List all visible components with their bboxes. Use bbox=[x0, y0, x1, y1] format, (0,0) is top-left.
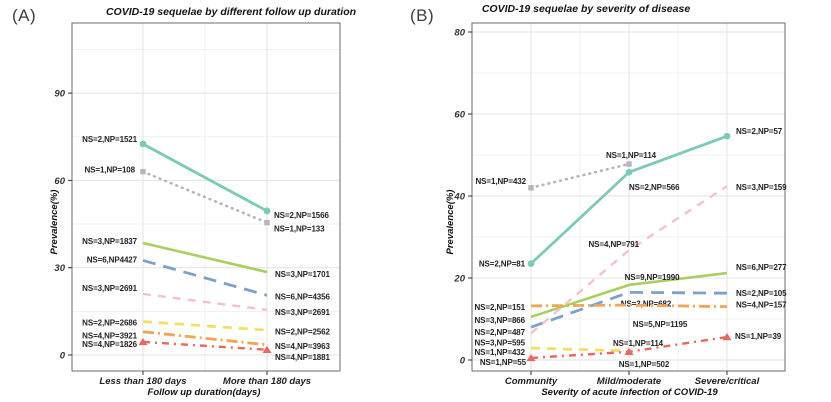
x-tick-label: Mild/moderate bbox=[597, 376, 662, 387]
series-line-gray-dotted bbox=[529, 162, 631, 190]
y-tick-label: 20 bbox=[453, 274, 465, 285]
x-axis-title: Follow up duration(days) bbox=[148, 387, 261, 398]
x-tick-label: Community bbox=[505, 376, 558, 387]
x-tick-label: Severe/critical bbox=[695, 376, 760, 387]
data-marker-triangle bbox=[624, 347, 634, 355]
y-tick-label: 0 bbox=[460, 356, 466, 367]
series-line-yellow-dashed bbox=[530, 346, 630, 353]
point-label: NS=6,NP=277 bbox=[736, 263, 787, 272]
y-axis-title: Prevalence(%) bbox=[49, 190, 60, 255]
series-line-yellow-dashed bbox=[142, 320, 268, 332]
data-marker-circle bbox=[723, 132, 731, 140]
point-label: NS=1,NP=108 bbox=[85, 166, 136, 175]
y-tick-label: 30 bbox=[54, 263, 65, 274]
series-line-orange-dashdot bbox=[530, 303, 728, 309]
y-tick-label: 60 bbox=[54, 176, 65, 187]
point-label: NS=4,NP=157 bbox=[736, 301, 787, 310]
y-tick-label: 80 bbox=[454, 28, 465, 39]
point-label: NS=2,NP=2686 bbox=[82, 319, 137, 328]
data-marker-triangle bbox=[262, 345, 272, 353]
point-label: NS=3,NP=159 bbox=[736, 183, 787, 192]
point-label: NS=4,NP=3963 bbox=[275, 342, 330, 351]
point-label: NS=2,NP=566 bbox=[629, 183, 680, 192]
data-marker-triangle bbox=[526, 353, 536, 362]
y-tick-label: 90 bbox=[54, 89, 65, 100]
series-line-pink-dashed bbox=[142, 292, 268, 312]
data-marker-circle bbox=[263, 207, 271, 215]
x-tick-label: More than 180 days bbox=[223, 376, 311, 387]
chart-panel-b: 0 20 40 60 80 Community Mild/moderate Severe/cr… bbox=[445, 3, 787, 398]
panel-tag-b: (B) bbox=[410, 6, 435, 25]
point-label: NS=4,NP=1826 bbox=[82, 340, 137, 349]
y-tick-label: 60 bbox=[454, 110, 465, 121]
data-marker-square bbox=[140, 168, 146, 175]
series-line-teal-solid bbox=[142, 142, 268, 213]
point-label: NS=2,NP=81 bbox=[479, 260, 526, 269]
panel-border bbox=[71, 22, 341, 372]
point-label: NS=1,NP=114 bbox=[613, 339, 664, 348]
point-label: NS=2,NP=57 bbox=[736, 127, 783, 136]
data-marker-square bbox=[264, 219, 270, 226]
point-label: NS=3,NP=866 bbox=[475, 316, 526, 325]
chart-panel-a: 0 30 60 90 Less than 180 days More than 180 d… bbox=[49, 6, 356, 398]
data-marker-circle bbox=[625, 168, 633, 176]
y-tick-label: 0 bbox=[60, 351, 66, 362]
point-label: NS=2,NP=2562 bbox=[275, 327, 330, 336]
series-line-green-solid bbox=[530, 271, 728, 319]
point-label: NS=1,NP=39 bbox=[735, 332, 782, 341]
point-label: NS=4,NP=3921 bbox=[82, 332, 137, 341]
point-label: NS=6,NP=4356 bbox=[275, 292, 330, 301]
point-label: NS=1,NP=502 bbox=[619, 360, 670, 369]
point-label: NS=3,NP=595 bbox=[475, 338, 526, 347]
point-label: NS=2,NP=1566 bbox=[274, 211, 329, 220]
point-label: NS=6,NP4427 bbox=[87, 255, 138, 264]
point-label: NS=3,NP=1837 bbox=[82, 237, 137, 246]
series-line-red-dashdot bbox=[142, 340, 268, 351]
point-label: NS=1,NP=55 bbox=[480, 358, 527, 367]
point-label: NS=3,NP=1701 bbox=[275, 270, 330, 279]
chart-title: COVID-19 sequelae by severity of disease bbox=[482, 3, 691, 15]
point-label: NS=2,NP=1521 bbox=[82, 135, 137, 144]
x-tick-label: Less than 180 days bbox=[99, 376, 186, 387]
series-line-blue-dashed bbox=[142, 259, 268, 297]
y-axis-title: Prevalence(%) bbox=[445, 190, 456, 255]
point-label: NS=2,NP=151 bbox=[475, 303, 526, 312]
data-marker-circle bbox=[527, 260, 535, 268]
panel-tag-a: (A) bbox=[12, 6, 37, 25]
data-marker-circle bbox=[139, 140, 147, 148]
point-label: NS=1,NP=114 bbox=[606, 151, 657, 160]
point-label: NS=4,NP=1881 bbox=[275, 353, 330, 362]
point-label: NS=1,NP=432 bbox=[475, 348, 526, 357]
series-line-green-solid bbox=[142, 241, 268, 274]
point-label: NS=2,NP=487 bbox=[475, 328, 526, 337]
data-marker-triangle bbox=[138, 337, 148, 346]
point-label: NS=1,NP=133 bbox=[274, 225, 325, 234]
y-tick-label: 40 bbox=[453, 192, 465, 203]
data-marker-triangle bbox=[722, 333, 732, 341]
series-line-blue-dashed bbox=[530, 290, 728, 329]
point-label: NS=1,NP=432 bbox=[476, 177, 527, 186]
point-label: NS=3,NP=2691 bbox=[82, 284, 137, 293]
data-marker-square bbox=[626, 161, 632, 167]
series-line-gray-dotted bbox=[141, 170, 269, 224]
point-label: NS=9,NP=1990 bbox=[625, 273, 680, 282]
x-axis-title: Severity of acute infection of COVID-19 bbox=[541, 387, 718, 398]
point-label: NS=4,NP=791 bbox=[589, 240, 640, 249]
point-label: NS=3,NP=2691 bbox=[275, 308, 330, 317]
data-marker-square bbox=[528, 185, 534, 191]
point-label: NS=5,NP=1195 bbox=[633, 320, 688, 329]
chart-title: COVID-19 sequelae by different follow up… bbox=[106, 6, 356, 18]
point-label: NS=2,NP=105 bbox=[736, 289, 787, 298]
point-label: NS=3,NP=682 bbox=[621, 299, 672, 308]
